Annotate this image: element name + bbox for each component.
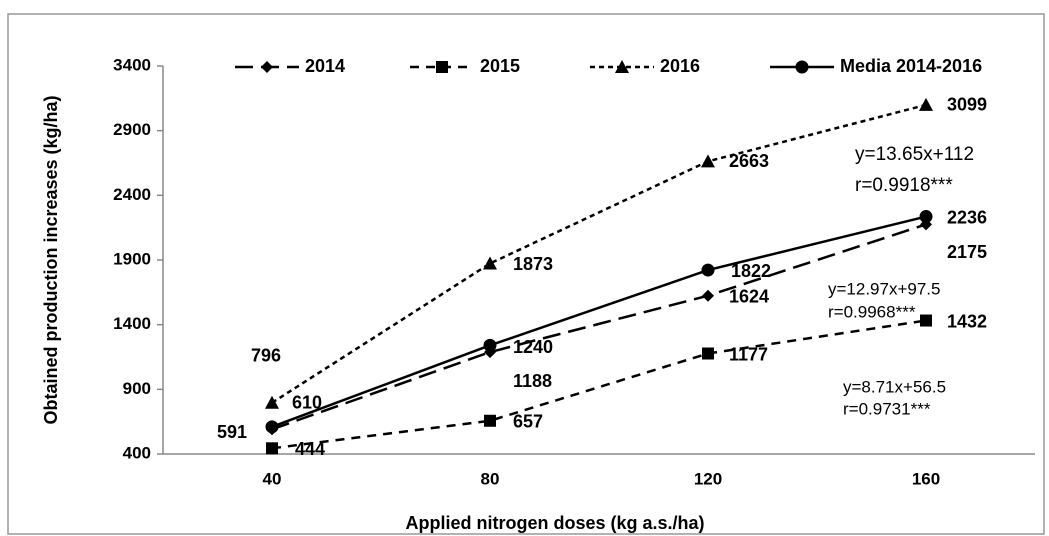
data-label: 796 bbox=[251, 346, 281, 366]
legend-label: 2016 bbox=[660, 56, 700, 76]
data-label: 657 bbox=[513, 412, 543, 432]
y-tick-label: 900 bbox=[123, 379, 151, 398]
y-tick-label: 400 bbox=[123, 443, 151, 462]
data-label: 2236 bbox=[947, 207, 987, 227]
legend-label: 2014 bbox=[305, 56, 345, 76]
legend-marker bbox=[615, 60, 629, 73]
x-tick-label: 120 bbox=[694, 469, 722, 488]
y-tick-label: 1400 bbox=[113, 314, 151, 333]
legend-marker bbox=[436, 61, 448, 73]
point-marker bbox=[483, 256, 497, 270]
point-marker bbox=[484, 414, 496, 427]
data-label: 1432 bbox=[947, 311, 987, 331]
legend-marker bbox=[795, 60, 809, 74]
point-marker bbox=[702, 289, 714, 302]
point-marker bbox=[265, 395, 279, 409]
data-label: 1822 bbox=[731, 261, 771, 281]
data-label: 1624 bbox=[729, 286, 769, 306]
x-axis-title: Applied nitrogen doses (kg a.s./ha) bbox=[405, 513, 704, 533]
data-label: 1873 bbox=[513, 254, 553, 274]
y-tick-label: 2900 bbox=[113, 120, 151, 139]
regression-annotation: r=0.9918*** bbox=[855, 175, 953, 196]
point-marker bbox=[701, 154, 715, 168]
data-label: 444 bbox=[295, 439, 325, 459]
data-label: 1240 bbox=[513, 337, 553, 357]
point-marker bbox=[701, 263, 715, 277]
x-tick-label: 80 bbox=[481, 469, 500, 488]
point-marker bbox=[265, 420, 279, 434]
y-axis-title: Obtained production increases (kg/ha) bbox=[41, 95, 61, 424]
legend-label: Media 2014-2016 bbox=[840, 56, 982, 76]
data-label: 2175 bbox=[947, 242, 987, 262]
point-marker bbox=[919, 97, 933, 111]
series-line bbox=[271, 223, 927, 431]
x-tick-label: 160 bbox=[912, 469, 940, 488]
regression-annotation: r=0.9731*** bbox=[843, 399, 931, 418]
regression-annotation: y=8.71x+56.5 bbox=[843, 377, 946, 396]
data-label: 591 bbox=[217, 422, 247, 442]
chart-border bbox=[7, 13, 1045, 535]
point-marker bbox=[920, 314, 932, 327]
x-tick-label: 40 bbox=[263, 469, 282, 488]
point-marker bbox=[919, 210, 933, 224]
regression-annotation: y=12.97x+97.5 bbox=[828, 279, 940, 298]
y-tick-label: 2400 bbox=[113, 185, 151, 204]
data-label: 1188 bbox=[513, 371, 552, 391]
series-line bbox=[271, 215, 927, 429]
regression-annotation: y=13.65x+112 bbox=[855, 144, 974, 165]
data-label: 1177 bbox=[729, 344, 768, 364]
legend-label: 2015 bbox=[480, 56, 520, 76]
point-marker bbox=[266, 442, 278, 455]
regression-annotation: r=0.9968*** bbox=[828, 302, 916, 321]
data-label: 2663 bbox=[729, 151, 769, 171]
point-marker bbox=[483, 338, 497, 352]
legend-marker bbox=[261, 61, 273, 73]
y-tick-label: 1900 bbox=[113, 249, 151, 268]
series-line bbox=[271, 103, 927, 404]
y-tick-label: 3400 bbox=[113, 55, 151, 74]
data-label: 3099 bbox=[947, 95, 987, 115]
data-label: 610 bbox=[292, 393, 322, 413]
point-marker bbox=[702, 347, 714, 360]
